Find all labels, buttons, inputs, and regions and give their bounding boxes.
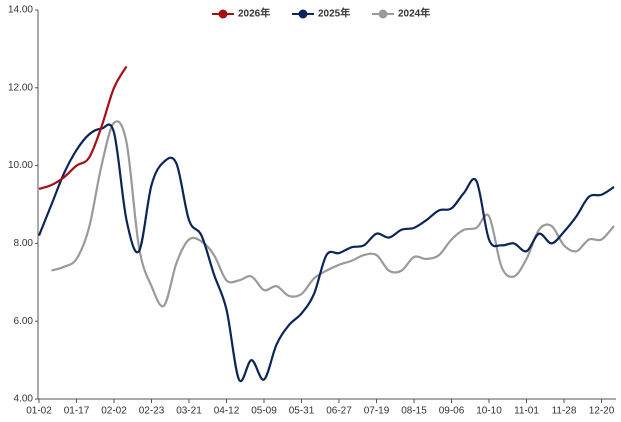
y-tick-label: 4.00 xyxy=(14,394,34,405)
x-tick-label: 09-06 xyxy=(439,406,465,417)
y-tick-label: 10.00 xyxy=(8,160,33,171)
y-tick-label: 14.00 xyxy=(8,5,33,16)
x-tick-label: 11-01 xyxy=(514,406,539,417)
x-tick-label: 07-19 xyxy=(364,406,390,417)
series-line xyxy=(37,123,615,383)
y-tick-label: 6.00 xyxy=(14,316,34,327)
x-tick-label: 02-02 xyxy=(101,406,127,417)
x-tick-label: 01-17 xyxy=(64,406,90,417)
x-tick-label: 06-27 xyxy=(326,406,352,417)
x-tick-label: 12-20 xyxy=(589,406,615,417)
series-line xyxy=(51,120,615,308)
legend-marker xyxy=(378,9,388,19)
x-tick-label: 03-21 xyxy=(176,406,202,417)
legend-marker xyxy=(218,9,228,19)
x-tick-label: 01-02 xyxy=(26,406,52,417)
x-tick-label: 05-31 xyxy=(289,406,315,417)
legend-label: 2025年 xyxy=(318,7,350,20)
x-tick-label: 11-28 xyxy=(552,406,577,417)
x-tick-label: 08-15 xyxy=(401,406,427,417)
y-tick-label: 8.00 xyxy=(14,238,34,249)
legend-label: 2026年 xyxy=(238,7,270,20)
series-line xyxy=(38,65,128,190)
x-tick-label: 05-09 xyxy=(251,406,277,417)
x-tick-label: 04-12 xyxy=(214,406,240,417)
y-tick-label: 12.00 xyxy=(8,82,33,93)
x-tick-label: 02-23 xyxy=(139,406,165,417)
x-tick-label: 10-10 xyxy=(476,406,502,417)
legend-label: 2024年 xyxy=(398,7,430,20)
legend-marker xyxy=(298,9,308,19)
